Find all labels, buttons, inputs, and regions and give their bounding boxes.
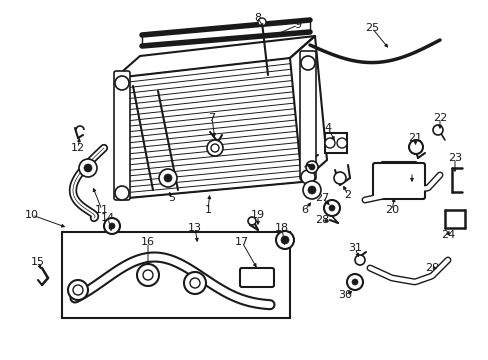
Text: 1: 1 [204,205,211,215]
Text: 22: 22 [432,113,446,123]
Circle shape [258,18,265,26]
Text: 20: 20 [384,205,398,215]
Circle shape [307,186,315,194]
Circle shape [109,223,115,229]
Text: 4: 4 [324,123,331,133]
Text: 16: 16 [141,237,155,247]
Circle shape [68,280,88,300]
FancyBboxPatch shape [299,51,315,180]
Circle shape [324,200,339,216]
Circle shape [210,144,219,152]
Circle shape [84,164,92,172]
Circle shape [281,236,288,244]
Circle shape [308,164,314,170]
Circle shape [115,76,129,90]
Circle shape [104,218,120,234]
Text: 29: 29 [424,263,438,273]
Text: 30: 30 [337,290,351,300]
Text: 7: 7 [208,113,215,123]
Circle shape [305,161,317,173]
Circle shape [336,138,346,148]
Text: 31: 31 [347,243,361,253]
Circle shape [163,174,172,182]
Bar [325,133,346,153]
Text: 23: 23 [447,153,461,163]
Text: 3: 3 [298,163,305,173]
Circle shape [183,272,205,294]
Circle shape [79,159,97,177]
Circle shape [328,205,334,211]
Circle shape [301,56,314,70]
Text: 13: 13 [187,223,202,233]
Circle shape [190,278,200,288]
Text: 2: 2 [344,190,351,200]
Text: 26: 26 [404,167,418,177]
Text: 10: 10 [25,210,39,220]
Bar [62,232,289,318]
Circle shape [275,231,293,249]
Circle shape [247,217,256,225]
FancyBboxPatch shape [114,71,130,200]
Circle shape [351,279,357,285]
Circle shape [303,181,320,199]
Text: 28: 28 [314,215,328,225]
Circle shape [137,264,159,286]
Text: 5: 5 [168,193,175,203]
FancyBboxPatch shape [240,268,273,287]
Text: 8: 8 [254,13,261,23]
Text: 17: 17 [234,237,248,247]
Text: 12: 12 [71,143,85,153]
Text: 9: 9 [294,20,301,30]
Circle shape [354,255,364,265]
Text: 6: 6 [301,205,308,215]
Text: 11: 11 [95,205,109,215]
Circle shape [142,270,153,280]
Text: 14: 14 [101,213,115,223]
Circle shape [301,170,314,184]
Text: 15: 15 [31,257,45,267]
Text: 19: 19 [250,210,264,220]
Text: 18: 18 [274,223,288,233]
Circle shape [206,140,223,156]
Circle shape [159,169,177,187]
Text: 27: 27 [314,193,328,203]
Circle shape [325,138,334,148]
Circle shape [115,186,129,200]
Text: 24: 24 [440,230,454,240]
FancyBboxPatch shape [372,163,424,199]
Circle shape [346,274,362,290]
Text: 21: 21 [407,133,421,143]
Circle shape [73,285,83,295]
Circle shape [432,125,442,135]
Circle shape [333,172,346,184]
Text: 25: 25 [364,23,378,33]
Circle shape [408,140,422,154]
